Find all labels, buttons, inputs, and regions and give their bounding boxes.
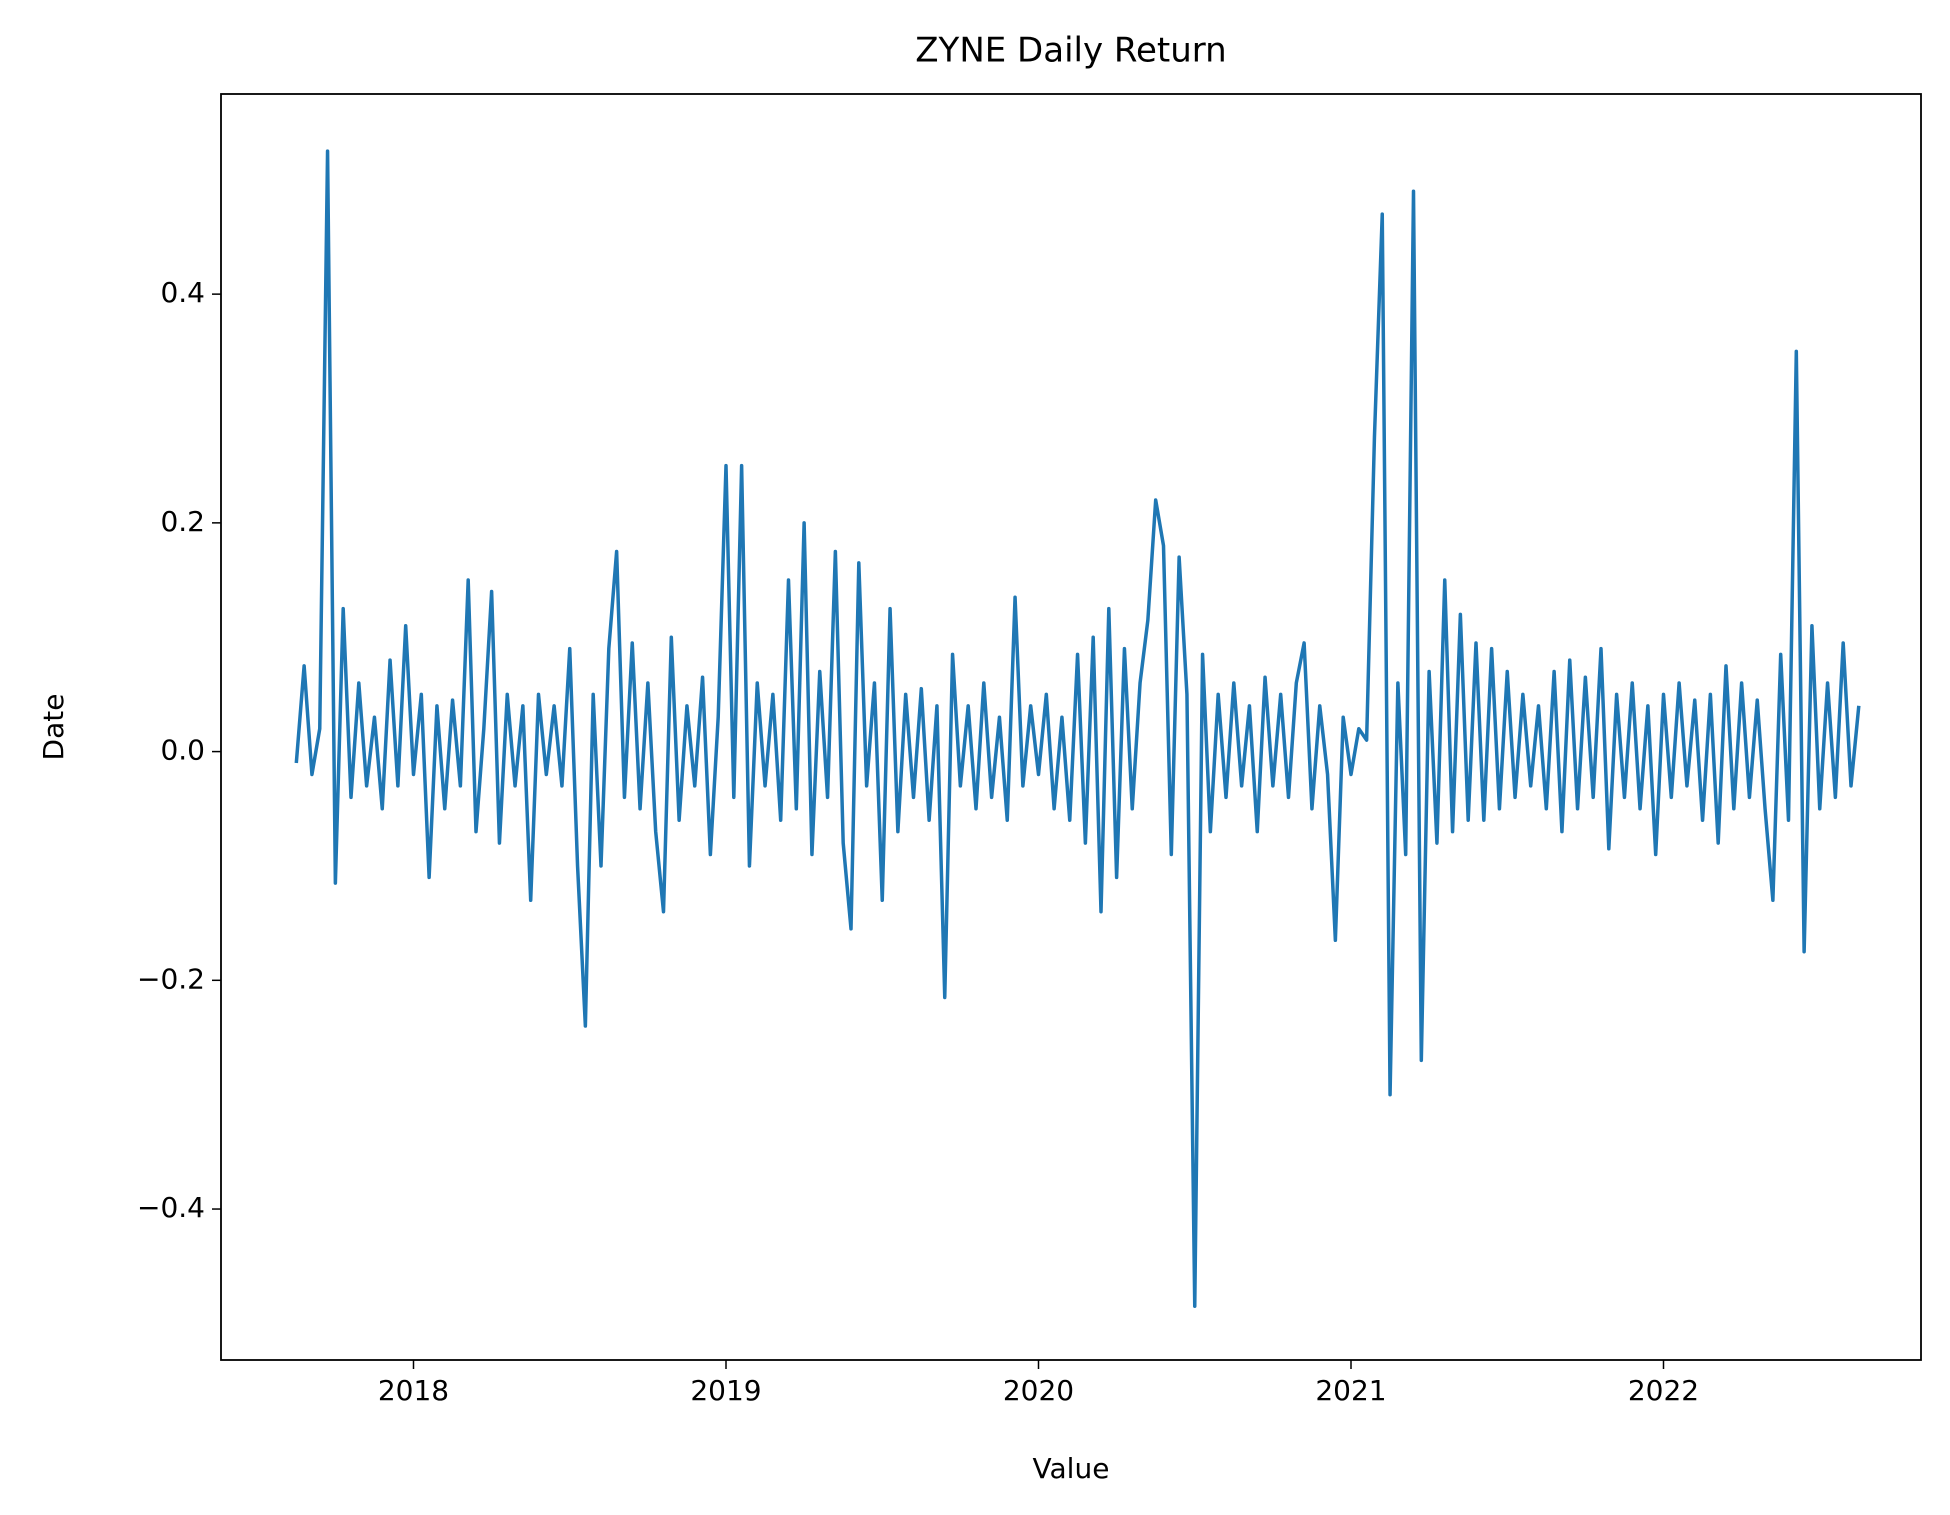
chart-title: ZYNE Daily Return: [915, 31, 1226, 71]
x-tick-label: 2019: [690, 1374, 761, 1407]
line: [294, 149, 1861, 1308]
x-tick-label: 2020: [1003, 1374, 1074, 1407]
x-tick-label: 2021: [1315, 1374, 1386, 1407]
x-axis-label: Value: [1033, 1452, 1110, 1485]
x-tick-label: 2018: [378, 1374, 449, 1407]
y-tick-label: 0.2: [160, 505, 205, 538]
plot-frame: [220, 93, 1922, 1361]
y-tick-label: 0.0: [160, 734, 205, 767]
y-axis-label: Date: [37, 694, 70, 761]
y-tick-label: −0.2: [137, 962, 205, 995]
y-tick-label: −0.4: [137, 1191, 205, 1224]
x-tick-label: 2022: [1628, 1374, 1699, 1407]
y-tick-label: 0.4: [160, 276, 205, 309]
